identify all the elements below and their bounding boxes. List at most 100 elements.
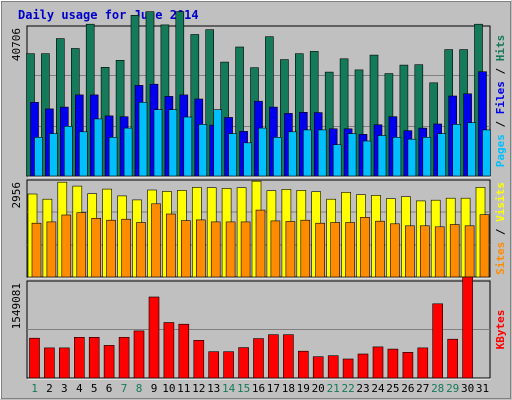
day-label-28: 28 — [431, 382, 444, 395]
day-label-27: 27 — [416, 382, 429, 395]
bar-sites-day-20 — [315, 222, 326, 278]
bar-pages-day-18 — [288, 131, 297, 177]
bar-kbytes-day-16 — [253, 338, 264, 379]
bar-sites-day-25 — [390, 223, 400, 278]
bar-sites-day-2 — [46, 221, 57, 278]
day-label-26: 26 — [401, 382, 414, 395]
bar-pages-day-4 — [79, 131, 88, 177]
bar-sites-day-21 — [330, 222, 341, 278]
bar-sites-day-23 — [360, 217, 370, 278]
bar-pages-day-23 — [362, 140, 372, 177]
bar-pages-day-21 — [332, 144, 342, 177]
bar-pages-day-5 — [93, 118, 103, 177]
bar-sites-day-9 — [151, 203, 161, 278]
panel-top: 40706 — [10, 11, 491, 178]
bar-kbytes-day-18 — [283, 334, 294, 379]
bar-sites-day-31 — [479, 214, 490, 278]
bar-sites-day-1 — [31, 222, 42, 278]
bar-sites-day-5 — [91, 218, 101, 278]
axis-max-label: 1549081 — [10, 283, 23, 329]
side-label-part: Pages — [494, 134, 507, 167]
day-label-20: 20 — [312, 382, 325, 395]
bar-sites-day-27 — [419, 225, 430, 278]
bar-kbytes-day-9 — [148, 296, 160, 379]
day-label-6: 6 — [106, 382, 113, 395]
bar-pages-day-24 — [377, 135, 387, 177]
bar-pages-day-30 — [467, 122, 476, 177]
bar-pages-day-19 — [302, 129, 312, 177]
bar-pages-day-10 — [168, 109, 178, 177]
day-label-10: 10 — [162, 382, 175, 395]
bar-kbytes-day-3 — [58, 347, 70, 379]
day-label-12: 12 — [192, 382, 205, 395]
day-label-19: 19 — [297, 382, 310, 395]
bar-kbytes-day-1 — [29, 337, 40, 379]
bar-pages-day-22 — [347, 133, 357, 177]
bar-pages-day-31 — [482, 129, 491, 177]
bar-sites-day-12 — [196, 219, 206, 278]
side-label-part: KBytes — [494, 310, 507, 350]
bar-sites-day-8 — [136, 222, 146, 278]
bar-pages-day-14 — [228, 133, 237, 177]
bar-kbytes-day-11 — [178, 323, 190, 379]
bar-sites-day-4 — [76, 212, 87, 278]
bar-pages-day-28 — [437, 133, 447, 177]
day-label-22: 22 — [341, 382, 354, 395]
bar-sites-day-13 — [210, 221, 221, 278]
bar-kbytes-day-20 — [312, 356, 324, 379]
bar-pages-day-20 — [317, 129, 327, 177]
side-label-part: Visits — [494, 182, 507, 222]
day-label-1: 1 — [31, 382, 38, 395]
bar-kbytes-day-8 — [133, 330, 145, 379]
chart-title: Daily usage for June 2014 — [18, 8, 199, 22]
day-label-9: 9 — [151, 382, 158, 395]
day-label-4: 4 — [76, 382, 83, 395]
bar-pages-day-13 — [213, 109, 222, 177]
bar-kbytes-day-25 — [387, 348, 399, 379]
bar-sites-day-7 — [121, 218, 131, 278]
bar-kbytes-day-14 — [223, 351, 234, 379]
bar-sites-day-30 — [464, 225, 475, 278]
bar-kbytes-day-30 — [462, 276, 473, 379]
day-label-18: 18 — [282, 382, 295, 395]
bar-kbytes-day-13 — [208, 351, 219, 379]
bar-pages-day-17 — [273, 137, 282, 177]
bar-pages-day-29 — [452, 124, 462, 177]
bar-sites-day-24 — [375, 220, 385, 278]
bar-sites-day-18 — [285, 221, 296, 278]
bar-pages-day-27 — [422, 137, 432, 177]
day-label-7: 7 — [121, 382, 128, 395]
side-label-part: Hits — [494, 35, 507, 62]
bar-pages-day-3 — [64, 126, 73, 177]
side-label-middle: Sites / Visits — [494, 182, 507, 275]
side-label-top: Pages / Files / Hits — [494, 35, 507, 168]
side-label-bottom: KBytes — [494, 310, 507, 350]
bar-pages-day-1 — [34, 137, 43, 177]
bar-pages-day-26 — [407, 138, 417, 177]
day-label-23: 23 — [356, 382, 369, 395]
day-label-16: 16 — [252, 382, 265, 395]
bar-kbytes-day-23 — [357, 353, 369, 379]
side-label-part: / — [494, 222, 507, 242]
axis-max-label: 2956 — [10, 182, 23, 209]
day-label-29: 29 — [446, 382, 459, 395]
day-label-14: 14 — [222, 382, 236, 395]
bar-pages-day-12 — [198, 124, 208, 177]
bar-sites-day-11 — [181, 220, 191, 278]
bar-kbytes-day-24 — [372, 346, 384, 379]
bar-kbytes-day-4 — [74, 336, 85, 379]
day-label-2: 2 — [46, 382, 53, 395]
bar-pages-day-7 — [123, 127, 133, 177]
bar-sites-day-29 — [449, 224, 460, 278]
bar-sites-day-28 — [434, 226, 445, 278]
bar-kbytes-day-7 — [118, 336, 130, 379]
day-label-11: 11 — [177, 382, 190, 395]
bar-pages-day-2 — [49, 133, 58, 177]
bar-sites-day-26 — [405, 225, 415, 278]
bar-pages-day-9 — [153, 109, 163, 177]
bar-kbytes-day-28 — [432, 303, 444, 379]
day-label-17: 17 — [267, 382, 280, 395]
bar-sites-day-3 — [61, 214, 72, 278]
